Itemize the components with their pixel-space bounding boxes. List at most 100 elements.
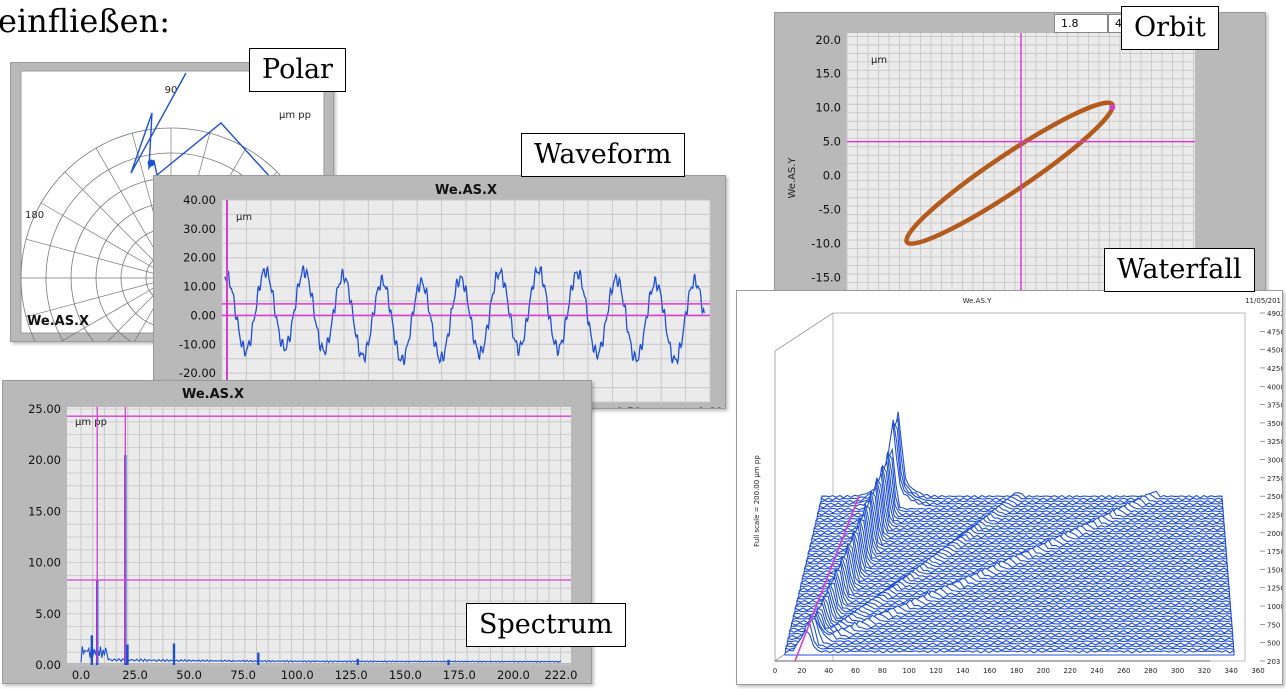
polar-spoke	[26, 238, 172, 279]
waterfall-ztick-label: 2750	[1267, 475, 1282, 483]
waterfall-ztick-label: 500	[1267, 640, 1280, 648]
waterfall-frame-edge	[774, 312, 834, 352]
waveform-ytick-label: 0.00	[190, 308, 216, 322]
spectrum-plot: We.AS.X 25.00 20.00 15.00 10.00 5.00 0.00 0.0 25…	[28, 387, 578, 682]
waveform-caption: Waveform	[521, 133, 685, 177]
orbit-marker	[1109, 104, 1116, 111]
waterfall-slice	[810, 490, 1227, 546]
waveform-xtick-label: 0.50	[616, 405, 642, 408]
spectrum-title: We.AS.X	[182, 387, 244, 402]
waterfall-xtick-label: 40	[824, 667, 833, 675]
waterfall-ztick-label: 750	[1267, 621, 1280, 629]
waterfall-slice	[811, 485, 1226, 544]
waterfall-slice	[805, 519, 1228, 566]
waterfall-slice	[786, 618, 1234, 646]
waterfall-slice	[811, 480, 1226, 541]
waterfall-ztick-label: 203	[1267, 658, 1280, 666]
spectrum-xtick-label: 100.0	[281, 668, 314, 682]
waterfall-slice	[808, 505, 1227, 556]
polar-spoke	[40, 202, 172, 279]
spectrum-ytick-label: 0.00	[35, 658, 61, 672]
orbit-unit-label: µm	[871, 55, 887, 66]
polar-angle-label: 90	[165, 85, 178, 96]
waterfall-ztick-label: 1000	[1267, 603, 1282, 611]
waveform-ytick-label: 20.00	[183, 251, 216, 265]
waterfall-ztick-label: 3250	[1267, 438, 1282, 446]
orbit-ytick-label: -5.0	[819, 203, 841, 217]
waterfall-slice	[808, 499, 1227, 554]
waterfall-ztick-label: 4902	[1267, 310, 1282, 318]
waterfall-xtick-label: 320	[1198, 667, 1211, 675]
spectrum-xtick-label: 200.0	[497, 668, 530, 682]
spectrum-xtick-label: 222.0	[545, 668, 578, 682]
spectrum-xtick-label: 125.0	[335, 668, 368, 682]
waveform-trace	[224, 265, 705, 366]
waterfall-xtick-label: 0	[773, 667, 777, 675]
waterfall-slice	[785, 623, 1235, 654]
waterfall-xtick-label: 140	[956, 667, 969, 675]
waterfall-xtick-label: 260	[1117, 667, 1130, 675]
waterfall-slice	[785, 613, 1235, 651]
waterfall-slice	[813, 473, 1226, 534]
waterfall-ztick-label: 3500	[1267, 420, 1282, 428]
polar-channel-label: We.AS.X	[27, 314, 89, 329]
spectrum-xtick-label: 175.0	[443, 668, 476, 682]
waveform-ytick-label: 40.00	[183, 193, 216, 207]
waterfall-plot: We.AS.Y 11/05/201 Full scale = 200.00 µm p…	[753, 297, 1282, 675]
waterfall-xtick-label: 20	[797, 667, 806, 675]
waveform-ytick-label: -20.00	[179, 366, 216, 380]
spectrum-xtick-label: 150.0	[389, 668, 422, 682]
waterfall-xtick-label: 340	[1224, 667, 1237, 675]
waterfall-slice	[809, 490, 1227, 549]
waterfall-ztick-label: 4750	[1267, 328, 1282, 336]
waterfall-xtick-label: 220	[1063, 667, 1076, 675]
spectrum-ytick-label: 15.00	[28, 504, 61, 518]
waterfall-ztick-label: 4500	[1267, 347, 1282, 355]
waveform-xtick-label: 0.60	[697, 405, 723, 408]
waterfall-slice	[792, 590, 1233, 624]
spectrum-xtick-label: 75.0	[230, 668, 256, 682]
orbit-ytick-label: -10.0	[811, 236, 841, 250]
waterfall-xtick-label: 300	[1171, 667, 1184, 675]
waterfall-xtick-label: 280	[1144, 667, 1157, 675]
waterfall-ztick-label: 1500	[1267, 566, 1282, 574]
orbit-ytick-label: 5.0	[823, 135, 841, 149]
spectrum-ytick-label: 5.00	[35, 607, 61, 621]
waterfall-xtick-label: 160	[983, 667, 996, 675]
waterfall-slice	[809, 494, 1227, 551]
waterfall-title: We.AS.Y	[963, 297, 993, 305]
waveform-unit-label: µm	[236, 212, 252, 223]
orbit-ytick-label: 15.0	[815, 67, 841, 81]
waveform-title: We.AS.X	[435, 183, 497, 198]
spectrum-xtick-label: 50.0	[176, 668, 202, 682]
waterfall-xtick-label: 200	[1037, 667, 1050, 675]
waterfall-slice	[787, 613, 1234, 644]
orbit-ytick-label: 10.0	[815, 101, 841, 115]
waterfall-ztick-label: 3750	[1267, 402, 1282, 410]
orbit-ytick-label: -15.0	[811, 270, 841, 284]
orbit-ytick-label: 20.0	[815, 33, 841, 47]
waterfall-panel[interactable]: We.AS.Y 11/05/201 Full scale = 200.00 µm p…	[736, 290, 1283, 685]
waterfall-slice	[805, 517, 1228, 569]
waterfall-ztick-label: 4250	[1267, 365, 1282, 373]
waterfall-xtick-label: 360	[1251, 667, 1264, 675]
polar-point	[147, 159, 155, 167]
waterfall-slice	[792, 583, 1232, 621]
waterfall-date-label: 11/05/201	[1245, 297, 1281, 305]
orbit-readout-1[interactable]: 1.8	[1054, 14, 1108, 33]
waterfall-slice	[814, 466, 1225, 531]
waterfall-ztick-label: 1250	[1267, 585, 1282, 593]
polar-spoke	[61, 277, 172, 341]
spectrum-xtick-label: 25.0	[122, 668, 148, 682]
waveform-panel[interactable]: We.AS.X 40.00 30.00 20.00 10.00 0.00 -10.00 -20…	[153, 175, 726, 409]
waterfall-slice	[812, 478, 1226, 539]
orbit-ytick-label: 0.0	[823, 169, 841, 183]
waterfall-ztick-label: 2250	[1267, 511, 1282, 519]
waterfall-slice	[786, 617, 1234, 649]
waterfall-ztick-label: 4000	[1267, 383, 1282, 391]
waterfall-xtick-label: 180	[1010, 667, 1023, 675]
waterfall-xtick-label: 60	[851, 667, 860, 675]
waterfall-xtick-label: 240	[1090, 667, 1103, 675]
waterfall-xtick-label: 80	[878, 667, 887, 675]
waterfall-slice	[784, 629, 1235, 656]
